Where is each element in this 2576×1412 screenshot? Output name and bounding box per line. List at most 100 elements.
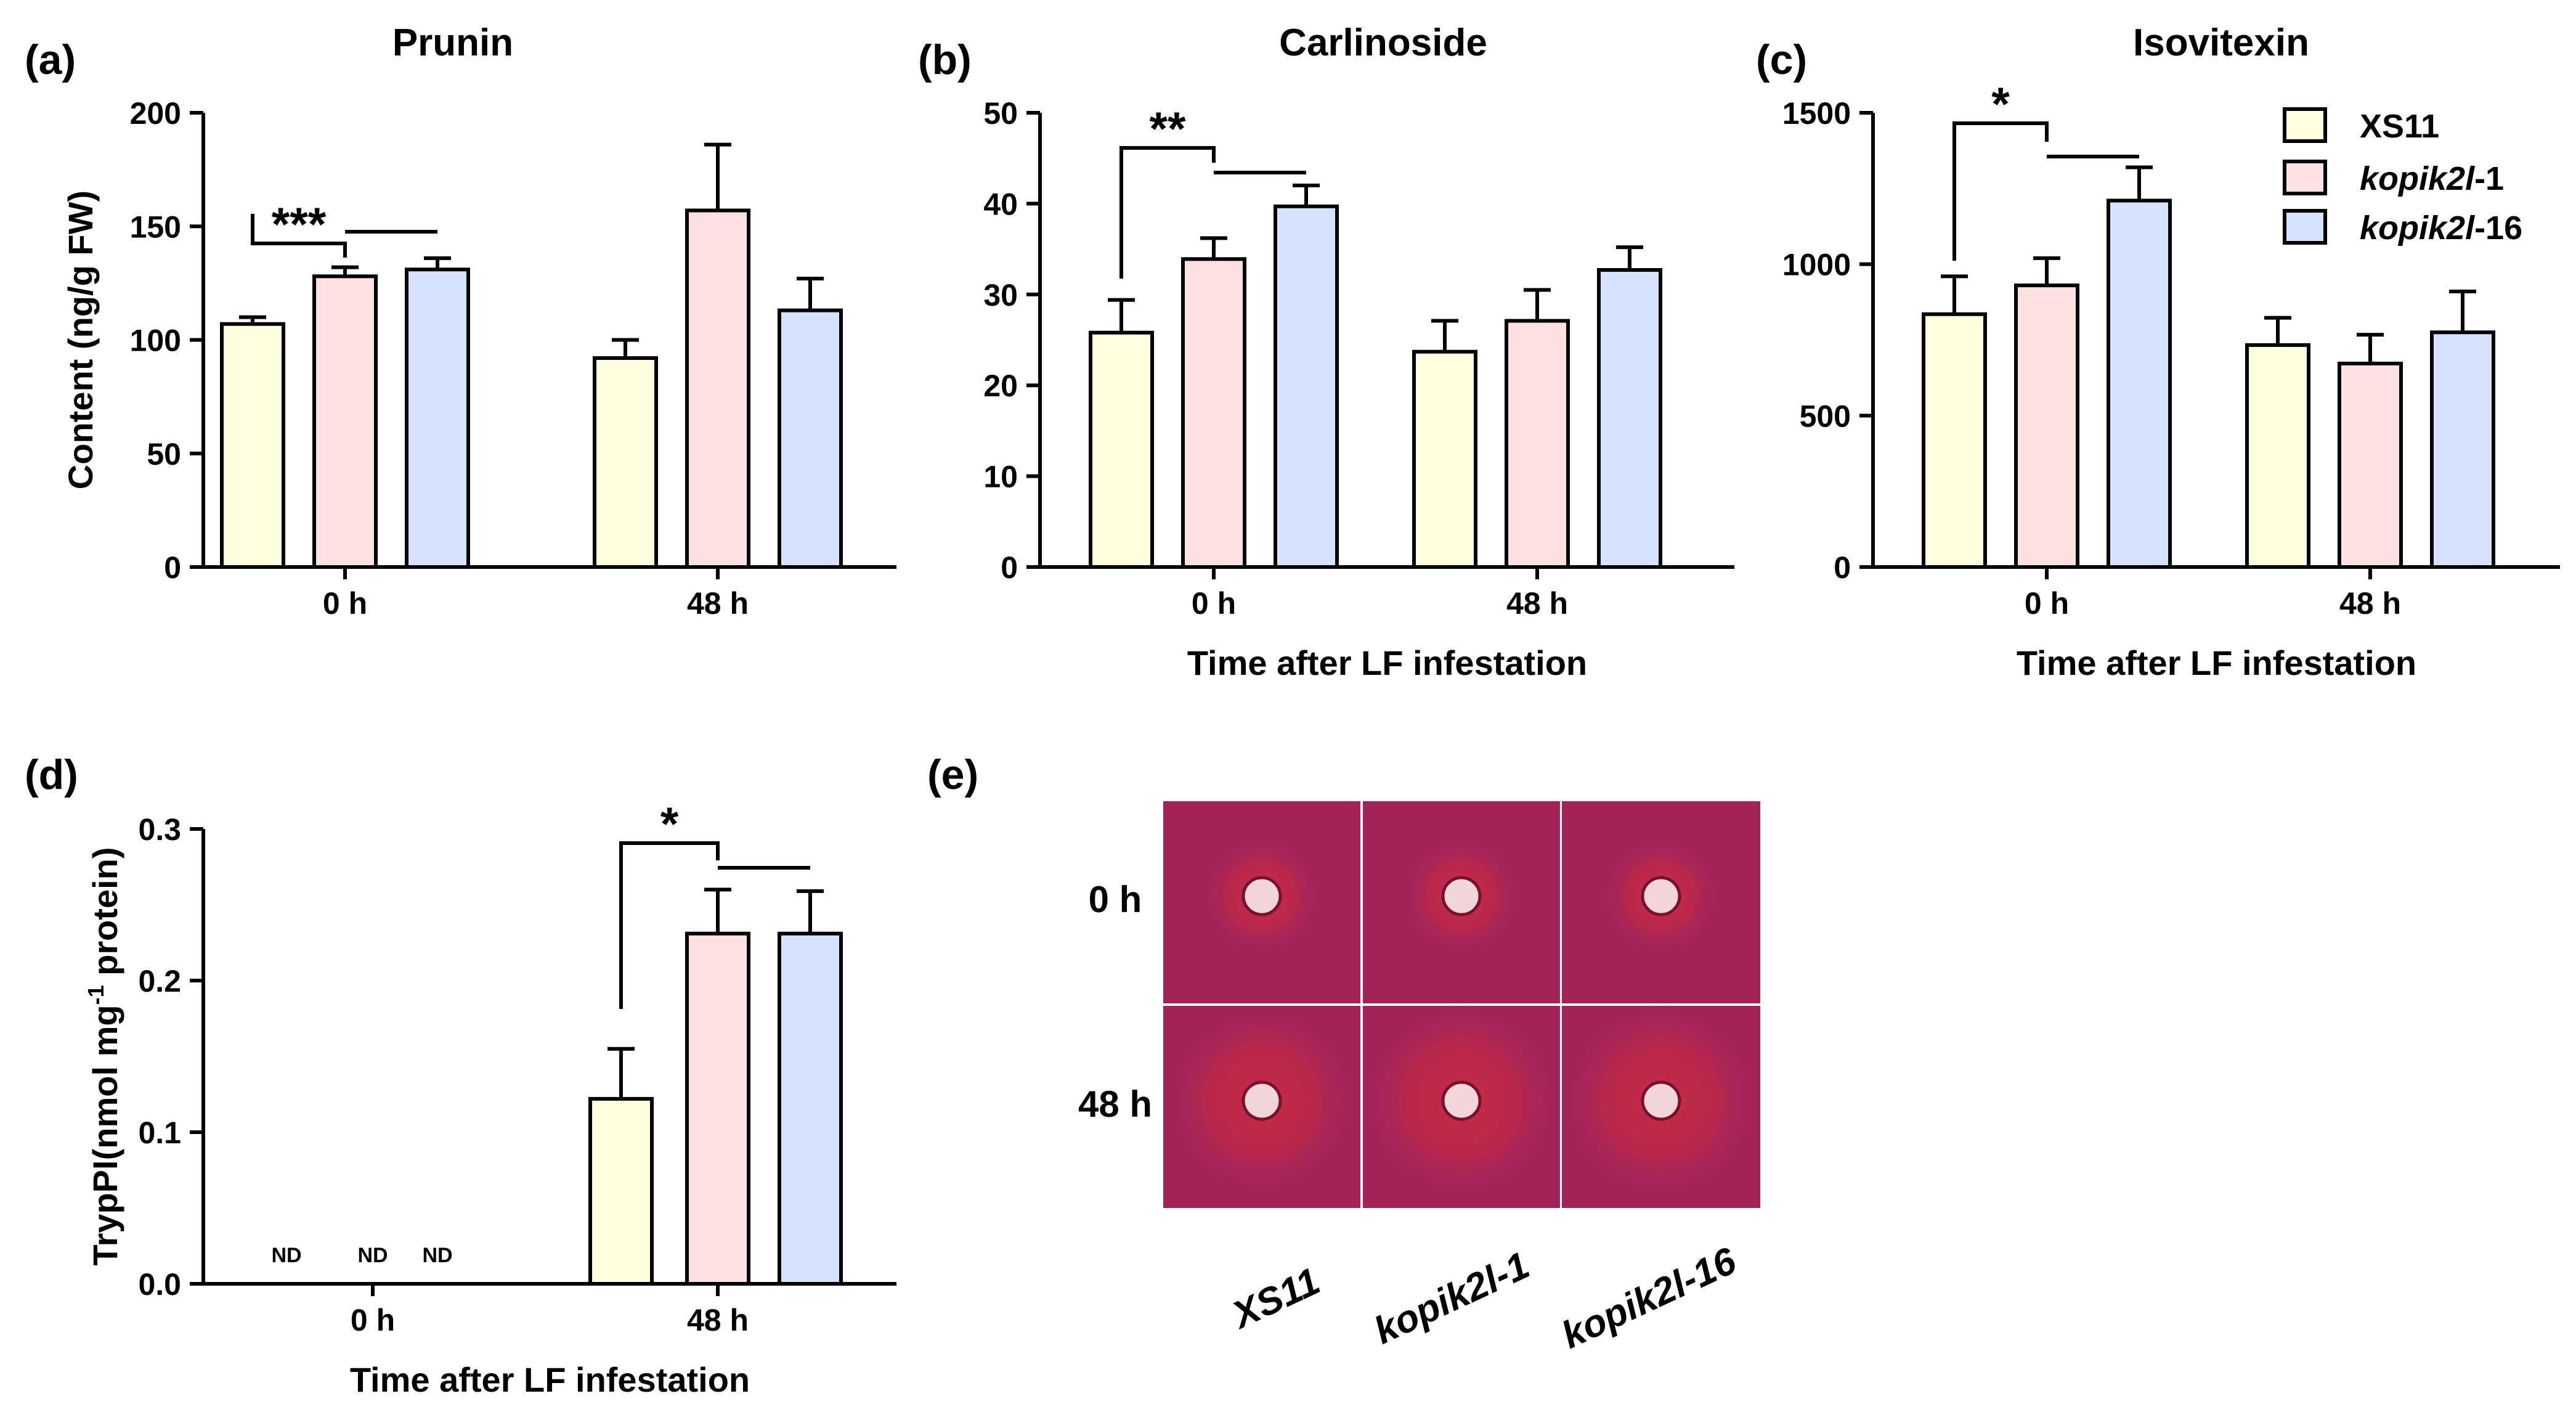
y-axis-label: TrypPI(nmol mg-1 protein): [83, 847, 124, 1265]
chart-panel-c: (c) Isovitexin 0 500 1000 1500 0 h 48 h Time aft…: [1756, 22, 2560, 682]
legend-swatch-2: [2283, 160, 2327, 195]
y-tick-label: 1500: [1782, 96, 1851, 131]
column-label-main: XS11: [1224, 1260, 1326, 1337]
bar-1-2: [2245, 343, 2310, 569]
bar-2-1: [312, 274, 378, 569]
legend-label-main: kopik2l: [2360, 160, 2475, 197]
y-tick-label: 40: [983, 187, 1018, 221]
bar-1-2: [593, 356, 658, 569]
y-tick-label: 0.1: [138, 1116, 181, 1150]
sample-disc: [1241, 876, 1282, 916]
bar-1-2: [588, 1096, 654, 1286]
x-axis-label: Time after LF infestation: [1187, 643, 1587, 682]
x-tick-label: 0 h: [323, 586, 367, 621]
bar-3-1: [405, 267, 470, 569]
chart-panel-a: (a) Prunin 0 50 100 150 200 Content (ng/g FW) 0 …: [25, 22, 896, 621]
chart-title: Prunin: [392, 22, 513, 64]
significance-bracket: [1119, 146, 1216, 279]
x-tick-label: 0 h: [1192, 586, 1236, 621]
panel-letter: (a): [25, 36, 76, 83]
y-tick-label: 30: [983, 278, 1018, 312]
panel-letter: (c): [1756, 36, 1807, 83]
y-tick-label: 10: [983, 460, 1018, 494]
y-tick-label: 150: [130, 210, 181, 244]
not-detected-label: ND: [422, 1244, 452, 1267]
chart-title: Isovitexin: [2133, 22, 2309, 64]
y-tick-label: 0.0: [138, 1267, 181, 1302]
sample-disc: [1441, 876, 1482, 916]
chart-panel-d: (d) 0.0 0.1 0.2 0.3 TrypPI(nmol mg-1 protein)…: [25, 751, 896, 1399]
column-label: XS11: [1224, 1260, 1326, 1337]
legend-label-main: XS11: [2360, 108, 2439, 145]
column-label: kopik2l-1: [1368, 1244, 1536, 1352]
legend-label-main: kopik2l: [2360, 210, 2475, 247]
significance-marker: *: [1991, 78, 2010, 131]
y-tick-label: 100: [130, 324, 181, 358]
x-tick-label: 48 h: [687, 586, 749, 621]
bar-3-2: [778, 308, 843, 569]
bar-2-2: [685, 931, 750, 1286]
bar-2-1: [2014, 284, 2079, 569]
bar-1-1: [1089, 330, 1154, 569]
x-tick-label: 0 h: [2025, 586, 2069, 621]
sample-disc: [1641, 1080, 1681, 1121]
legend-swatch-1: [2283, 107, 2327, 143]
y-tick-label: 0.3: [138, 812, 181, 847]
y-axis-label: Content (ng/g FW): [61, 190, 100, 489]
bar-3-1: [1274, 204, 1339, 569]
y-tick-label: 0.2: [138, 964, 181, 998]
y-tick-label: 200: [130, 96, 181, 131]
column-label: kopik2l-16: [1555, 1239, 1742, 1357]
y-tick-label: 20: [983, 369, 1018, 403]
row-label: 0 h: [1089, 879, 1142, 920]
bar-2-1: [1181, 257, 1246, 569]
y-axis-label-part: TrypPI(nmol mg: [86, 1005, 124, 1265]
significance-marker: *: [660, 798, 679, 851]
legend-swatch-3: [2283, 209, 2327, 245]
chart-panel-b: (b) Carlinoside 0 10 20 30 40 50 0 h 48 h Time aft…: [918, 22, 1734, 682]
y-tick-label: 0: [164, 550, 181, 585]
legend-label-suffix: -1: [2474, 160, 2504, 197]
not-detected-label: ND: [271, 1244, 301, 1267]
x-axis-label: Time after LF infestation: [2017, 643, 2416, 682]
y-axis-label-superscript: -1: [83, 985, 108, 1005]
sample-disc: [1241, 1080, 1282, 1121]
x-tick-label: 48 h: [2339, 586, 2401, 621]
y-tick-label: 500: [1800, 399, 1851, 433]
y-tick-label: 1000: [1782, 248, 1851, 282]
panel-letter: (b): [918, 36, 972, 83]
sample-disc: [1641, 876, 1681, 916]
column-label-main: kopik2l: [1368, 1258, 1506, 1353]
significance-bracket: [251, 214, 347, 258]
significance-bracket: [1952, 121, 2049, 261]
bar-3-2: [1597, 268, 1662, 569]
y-axis-label-part: protein): [86, 847, 124, 985]
significance-marker: **: [1149, 103, 1186, 155]
legend-label-2: kopik2l-1: [2360, 160, 2504, 197]
panel-letter: (d): [25, 751, 78, 798]
not-detected-label: ND: [357, 1244, 388, 1267]
x-tick-label: 48 h: [687, 1303, 749, 1337]
sample-disc: [1441, 1080, 1482, 1121]
y-tick-label: 50: [147, 437, 181, 471]
bar-3-1: [2107, 198, 2172, 569]
chart-title: Carlinoside: [1279, 22, 1487, 64]
row-label: 48 h: [1078, 1083, 1152, 1125]
bar-2-2: [2338, 361, 2403, 569]
y-tick-label: 0: [1001, 550, 1018, 585]
bar-3-2: [2430, 330, 2495, 569]
x-tick-label: 0 h: [351, 1303, 395, 1337]
y-tick-label: 0: [1834, 550, 1851, 585]
bar-1-1: [220, 322, 285, 569]
bar-2-2: [1505, 319, 1570, 569]
legend-label-suffix: -16: [2474, 210, 2522, 247]
bar-1-1: [1922, 312, 1987, 569]
bar-3-2: [778, 931, 843, 1286]
legend-label-3: kopik2l-16: [2360, 210, 2522, 247]
panel-letter: (e): [927, 751, 978, 798]
significance-bracket: [619, 841, 720, 1009]
panel-e: (e) 0 h 48 h XS11 kopik2l-1 kopik2l-16: [927, 751, 1760, 1357]
x-tick-label: 48 h: [1506, 586, 1568, 621]
